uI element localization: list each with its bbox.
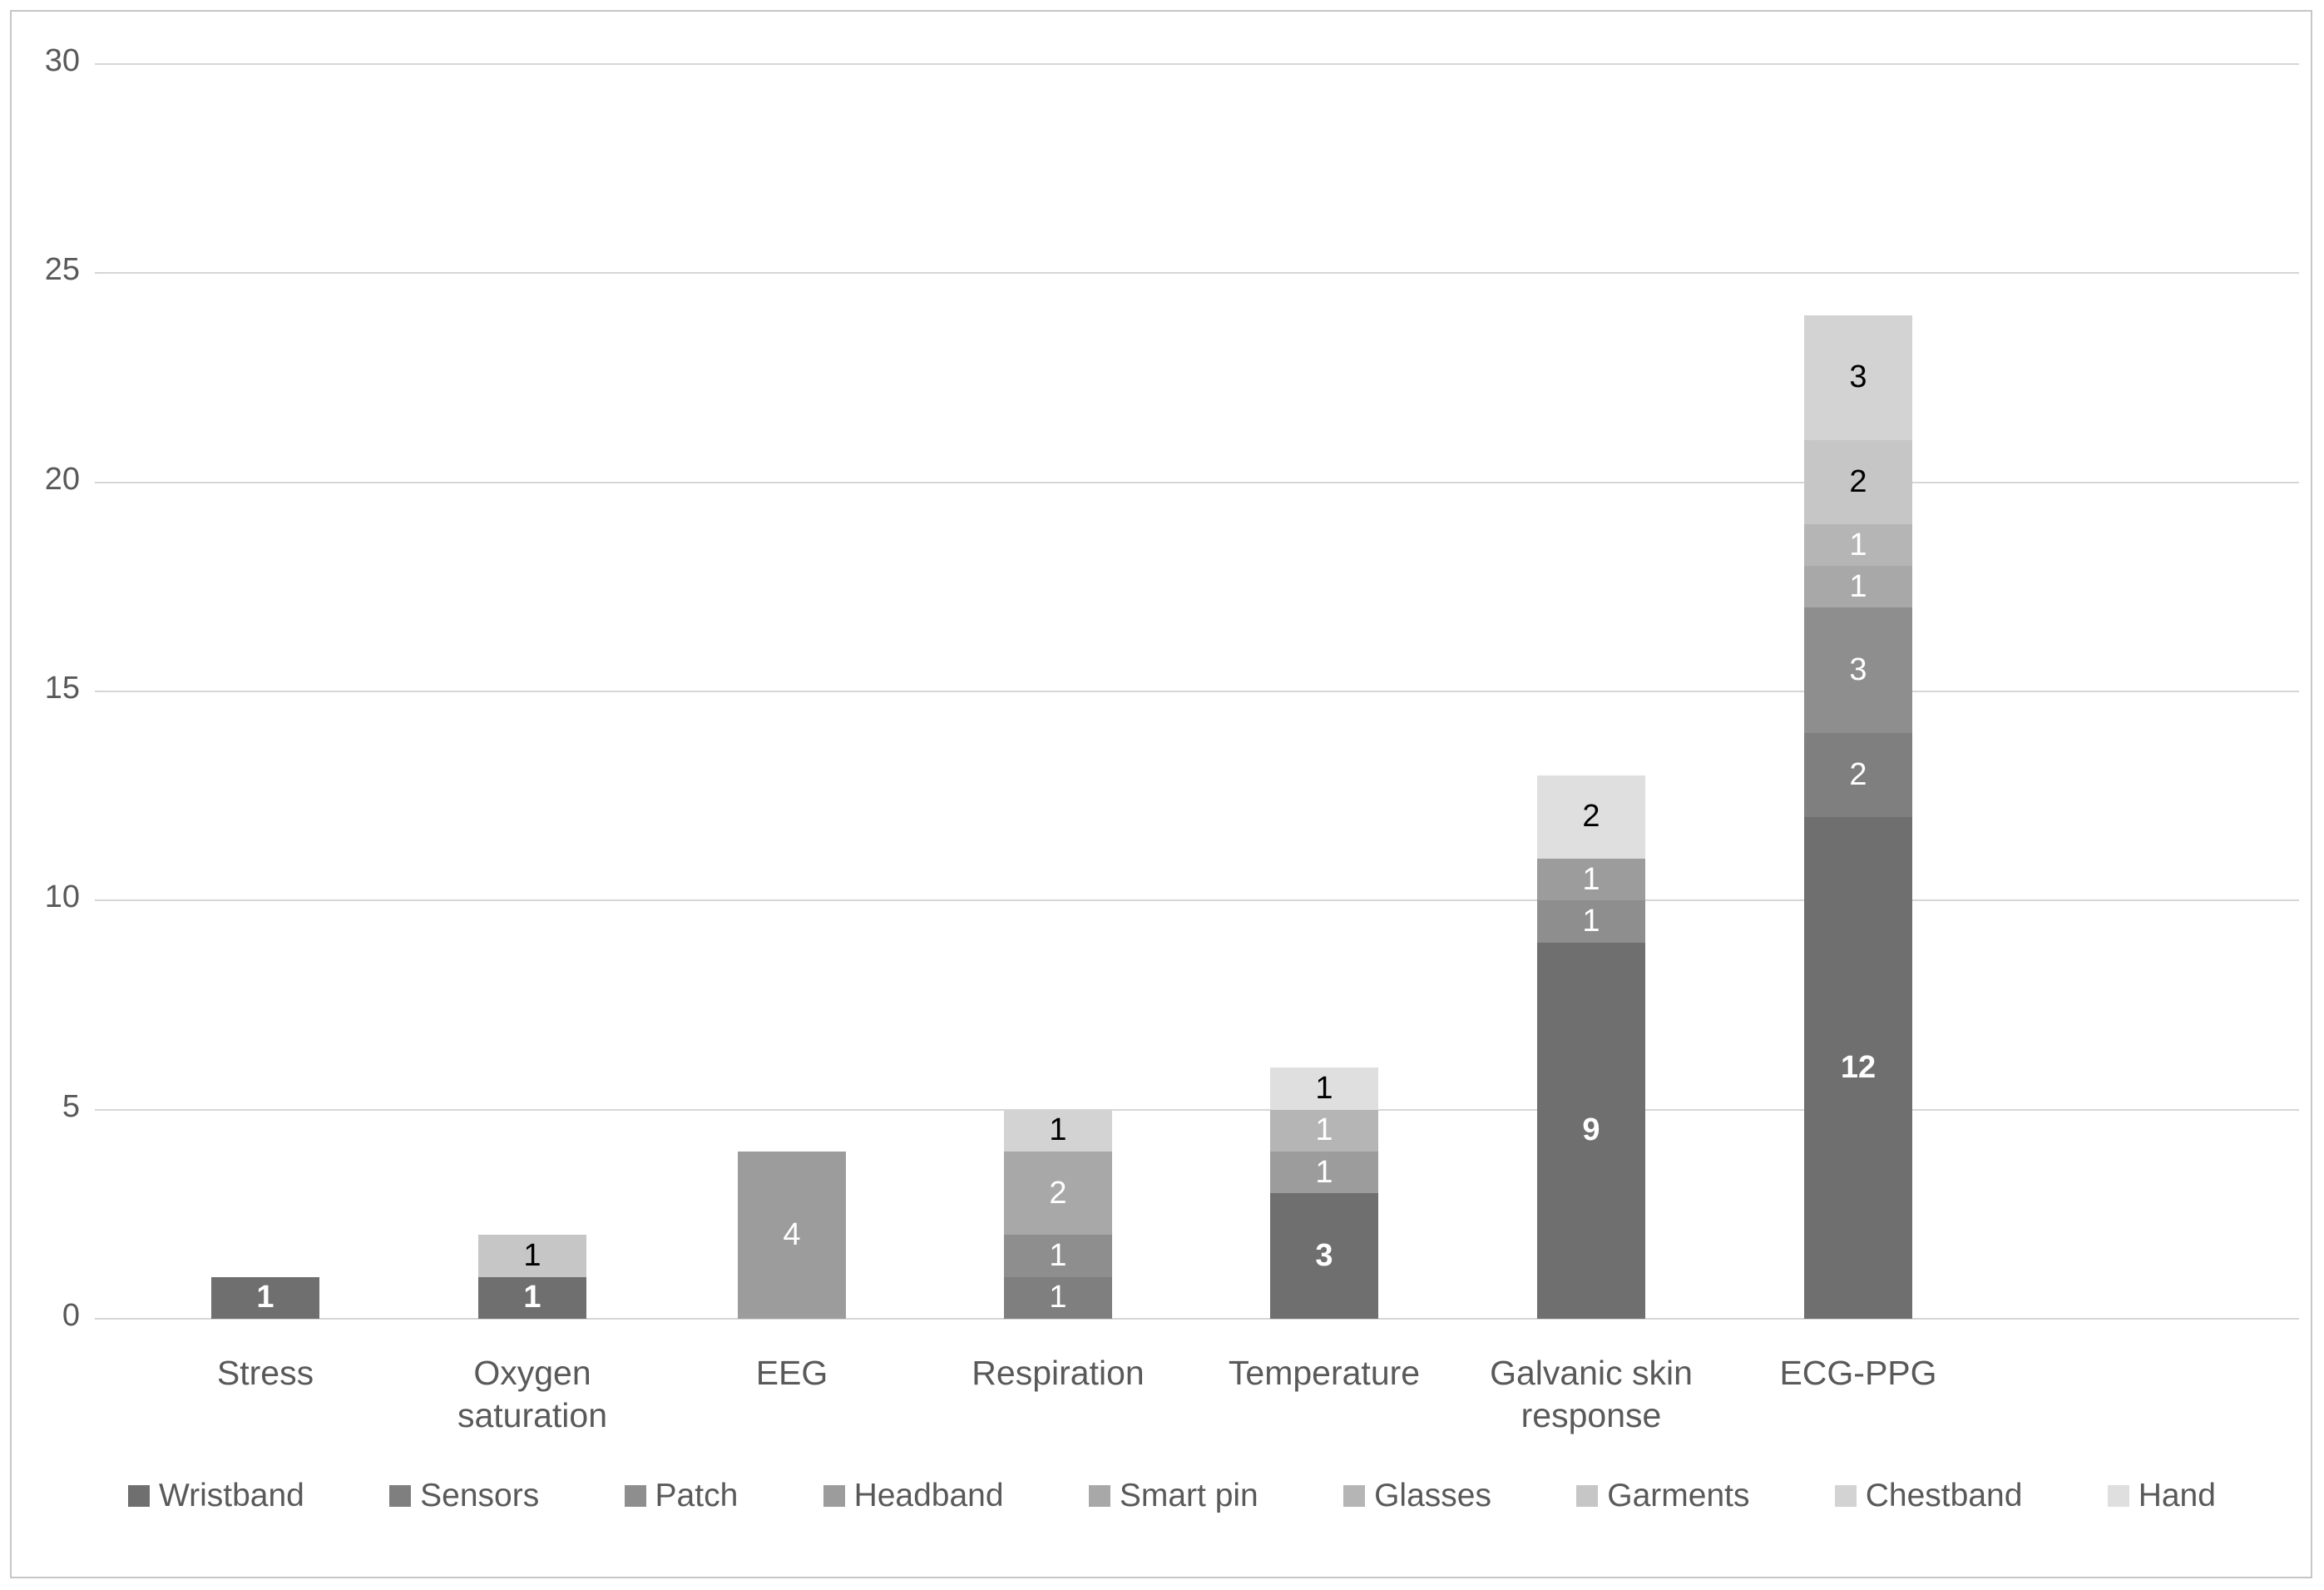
bar-segment-smart-pin-6: 1	[1804, 566, 1912, 608]
x-axis-label-2: EEG	[755, 1354, 828, 1392]
bar-segment-glasses-6: 1	[1804, 523, 1912, 567]
legend-swatch-icon	[2107, 1485, 2129, 1507]
legend-swatch-icon	[128, 1485, 150, 1507]
bar-segment-wristband-0: 1	[211, 1276, 319, 1319]
legend-label: Glasses	[1374, 1478, 1491, 1513]
bar-segment-hand-5: 2	[1537, 775, 1645, 859]
y-axis-tick-30: 30	[44, 43, 80, 78]
legend-swatch-icon	[1343, 1485, 1366, 1507]
legend-label: Wristband	[159, 1478, 304, 1513]
y-axis-tick-25: 25	[44, 252, 80, 288]
bar-segment-wristband-5: 9	[1537, 942, 1645, 1319]
legend-item-headband: Headband	[823, 1478, 1004, 1514]
x-axis-label-1: Oxygen saturation	[457, 1354, 608, 1435]
legend-label: Headband	[853, 1478, 1004, 1513]
y-axis-tick-15: 15	[44, 671, 80, 706]
x-axis-label-4: Temperature	[1228, 1354, 1421, 1392]
gridline-y-0	[95, 1318, 2299, 1320]
legend-item-smart-pin: Smart pin	[1088, 1478, 1258, 1514]
legend-item-glasses: Glasses	[1343, 1478, 1491, 1514]
legend-label: Patch	[655, 1478, 739, 1513]
legend-item-chestband: Chestband	[1834, 1478, 2023, 1514]
legend-item-wristband: Wristband	[128, 1478, 304, 1514]
x-axis-label-5: Galvanic skin response	[1490, 1354, 1693, 1435]
bar-segment-patch-5: 1	[1537, 900, 1645, 943]
legend-item-sensors: Sensors	[389, 1478, 539, 1514]
y-axis-tick-0: 0	[62, 1298, 80, 1333]
bar-segment-chestband-3: 1	[1004, 1109, 1112, 1152]
gridline-y-5	[95, 1108, 2299, 1111]
y-axis-tick-5: 5	[62, 1088, 80, 1124]
legend-label: Garments	[1607, 1478, 1750, 1513]
bar-segment-garments-1: 1	[478, 1235, 586, 1277]
bar-segment-sensors-6: 2	[1804, 733, 1912, 817]
chart-legend: Wristband Sensors Patch Headband Smart pin Gl…	[128, 1478, 2216, 1514]
legend-label: Hand	[2138, 1478, 2216, 1513]
bar-segment-patch-3: 1	[1004, 1235, 1112, 1277]
bar-segment-hand-4: 1	[1270, 1067, 1378, 1110]
legend-label: Sensors	[420, 1478, 540, 1513]
x-axis-label-0: Stress	[216, 1354, 314, 1392]
y-axis-tick-10: 10	[44, 879, 80, 915]
legend-swatch-icon	[1834, 1485, 1857, 1507]
stacked-bar-chart-figure: 0 5 10 15 20 25 30 1 Stress 1 1 Oxygen saturation 4 E…	[10, 10, 2312, 1578]
y-axis-tick-20: 20	[44, 461, 80, 497]
legend-swatch-icon	[1576, 1485, 1599, 1507]
gridline-y-30	[95, 63, 2299, 65]
bar-segment-wristband-1: 1	[478, 1276, 586, 1319]
gridline-y-20	[95, 481, 2299, 483]
legend-item-hand: Hand	[2107, 1478, 2216, 1514]
bar-segment-garments-6: 2	[1804, 440, 1912, 524]
legend-swatch-icon	[624, 1485, 646, 1507]
legend-swatch-icon	[823, 1485, 845, 1507]
bar-segment-wristband-4: 3	[1270, 1193, 1378, 1319]
legend-item-garments: Garments	[1576, 1478, 1749, 1514]
bar-segment-sensors-3: 1	[1004, 1276, 1112, 1319]
legend-label: Chestband	[1865, 1478, 2023, 1513]
bar-segment-wristband-6: 12	[1804, 816, 1912, 1319]
gridline-y-10	[95, 899, 2299, 902]
legend-swatch-icon	[389, 1485, 412, 1507]
x-axis-label-3: Respiration	[972, 1354, 1145, 1392]
bar-segment-headband-5: 1	[1537, 859, 1645, 901]
gridline-y-15	[95, 691, 2299, 692]
bar-segment-chestband-6: 3	[1804, 315, 1912, 441]
x-axis-label-6: ECG-PPG	[1779, 1354, 1937, 1392]
bar-segment-glasses-4: 1	[1270, 1109, 1378, 1152]
bar-segment-headband-2: 4	[738, 1151, 846, 1319]
gridline-y-25	[95, 272, 2299, 275]
legend-label: Smart pin	[1119, 1478, 1258, 1513]
bar-segment-headband-4: 1	[1270, 1151, 1378, 1194]
legend-swatch-icon	[1088, 1485, 1110, 1507]
legend-item-patch: Patch	[624, 1478, 739, 1514]
bar-segment-patch-6: 3	[1804, 607, 1912, 734]
bar-segment-smart-pin-3: 2	[1004, 1151, 1112, 1236]
